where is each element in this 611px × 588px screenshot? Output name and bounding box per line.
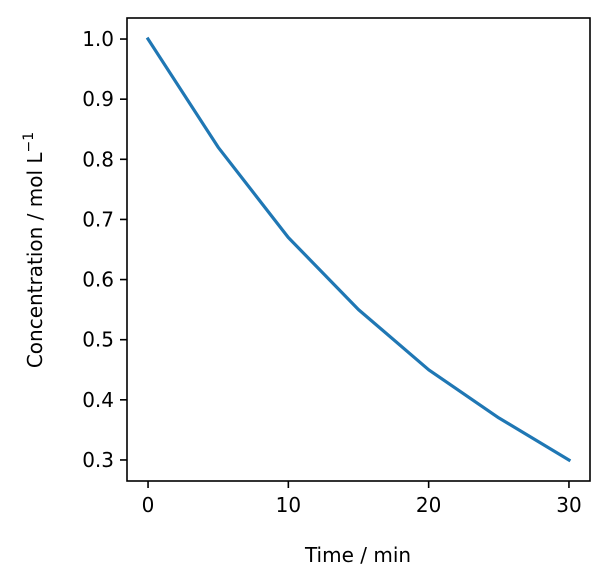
- y-tick-label: 0.8: [82, 147, 114, 171]
- y-axis-label-exponent: −1: [21, 132, 37, 153]
- plot-frame: [126, 17, 591, 482]
- series-line-0: [145, 36, 572, 463]
- x-tick-label: 0: [142, 493, 155, 517]
- y-tick-label: 0.7: [82, 207, 114, 231]
- y-tick-label: 1.0: [82, 27, 114, 51]
- x-tick-label: 10: [276, 493, 301, 517]
- y-axis-label: Concentration / mol L−1: [21, 132, 47, 368]
- y-axis-label-text: Concentration / mol L: [23, 152, 47, 369]
- y-tick-label: 0.4: [82, 388, 114, 412]
- series-layer: [145, 36, 572, 463]
- y-tick-label: 0.6: [82, 268, 114, 292]
- y-axis: 0.3 0.4 0.5 0.6 0.7 0.8 0.9 1.0: [82, 27, 127, 472]
- x-axis: 0 10 20 30: [142, 481, 582, 517]
- y-tick-label: 0.9: [82, 87, 114, 111]
- y-tick-label: 0.5: [82, 328, 114, 352]
- x-tick-label: 20: [416, 493, 441, 517]
- y-tick-label: 0.3: [82, 448, 114, 472]
- x-axis-label: Time / min: [304, 543, 411, 567]
- plot-area: [126, 17, 591, 482]
- x-tick-label: 30: [556, 493, 581, 517]
